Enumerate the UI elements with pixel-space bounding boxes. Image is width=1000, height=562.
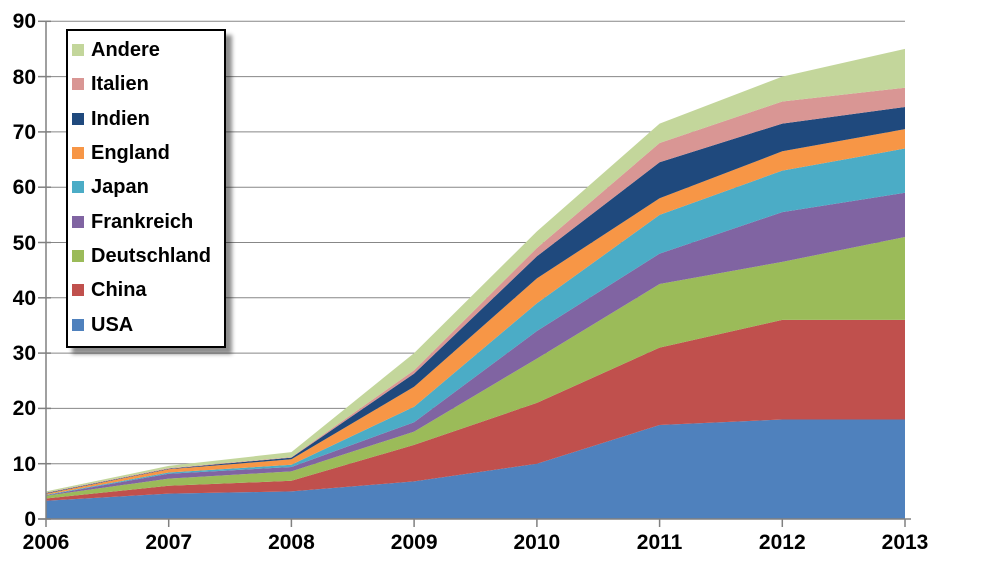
y-axis-tick-label: 10 — [12, 452, 36, 476]
legend-item-deutschland: Deutschland — [72, 239, 224, 273]
y-axis-tick-label: 70 — [12, 120, 36, 144]
legend-swatch-frankreich — [72, 215, 84, 228]
legend: Andere Italien Indien England Japan Frankreic… — [66, 29, 226, 348]
legend-swatch-japan — [72, 181, 84, 194]
area-china — [46, 319, 905, 501]
legend-swatch-usa — [72, 318, 84, 331]
legend-item-indien: Indien — [72, 102, 224, 136]
x-axis-tick-label: 2007 — [145, 531, 193, 554]
area-usa — [46, 419, 905, 519]
area-frankreich — [46, 192, 905, 496]
x-axis-tick-label: 2012 — [758, 531, 806, 554]
legend-swatch-andere — [72, 44, 84, 57]
x-axis-tick-label: 2006 — [22, 531, 70, 554]
legend-label-china: China — [91, 279, 147, 302]
y-axis-tick-label: 30 — [12, 342, 36, 366]
area-andere — [46, 48, 905, 493]
y-axis-tick-label: 40 — [12, 286, 36, 310]
y-axis-tick-label: 20 — [12, 397, 36, 421]
legend-swatch-indien — [72, 112, 84, 125]
y-axis-tick-label: 60 — [12, 176, 36, 200]
legend-swatch-china — [72, 284, 84, 297]
legend-swatch-deutschland — [72, 249, 84, 262]
x-axis-tick-label: 2010 — [513, 531, 561, 554]
legend-label-frankreich: Frankreich — [91, 210, 194, 233]
x-axis-tick-label: 2009 — [390, 531, 438, 554]
legend-item-italien: Italien — [72, 67, 224, 101]
legend-label-england: England — [91, 142, 170, 165]
legend-item-england: England — [72, 136, 224, 170]
legend-item-frankreich: Frankreich — [72, 204, 224, 238]
legend-item-japan: Japan — [72, 170, 224, 204]
legend-label-indien: Indien — [91, 107, 150, 130]
y-axis-tick-label: 90 — [12, 10, 36, 34]
y-axis-tick-label: 50 — [12, 231, 36, 255]
legend-label-italien: Italien — [91, 73, 149, 96]
x-axis-tick-label: 2011 — [636, 531, 683, 554]
y-axis-tick-label: 0 — [24, 508, 36, 531]
area-japan — [46, 148, 905, 496]
legend-item-china: China — [72, 273, 224, 307]
legend-item-usa: USA — [72, 307, 224, 341]
x-axis-tick-label: 2008 — [268, 531, 315, 554]
area-deutschland — [46, 237, 905, 499]
legend-label-deutschland: Deutschland — [91, 244, 212, 267]
legend-label-japan: Japan — [91, 176, 149, 199]
legend-item-andere: Andere — [72, 33, 224, 67]
y-axis-tick-label: 80 — [12, 65, 36, 89]
x-axis-tick-label: 2013 — [881, 531, 929, 554]
legend-swatch-england — [72, 147, 84, 160]
legend-swatch-italien — [72, 78, 84, 91]
legend-label-andere: Andere — [91, 39, 160, 62]
legend-label-usa: USA — [91, 313, 134, 336]
